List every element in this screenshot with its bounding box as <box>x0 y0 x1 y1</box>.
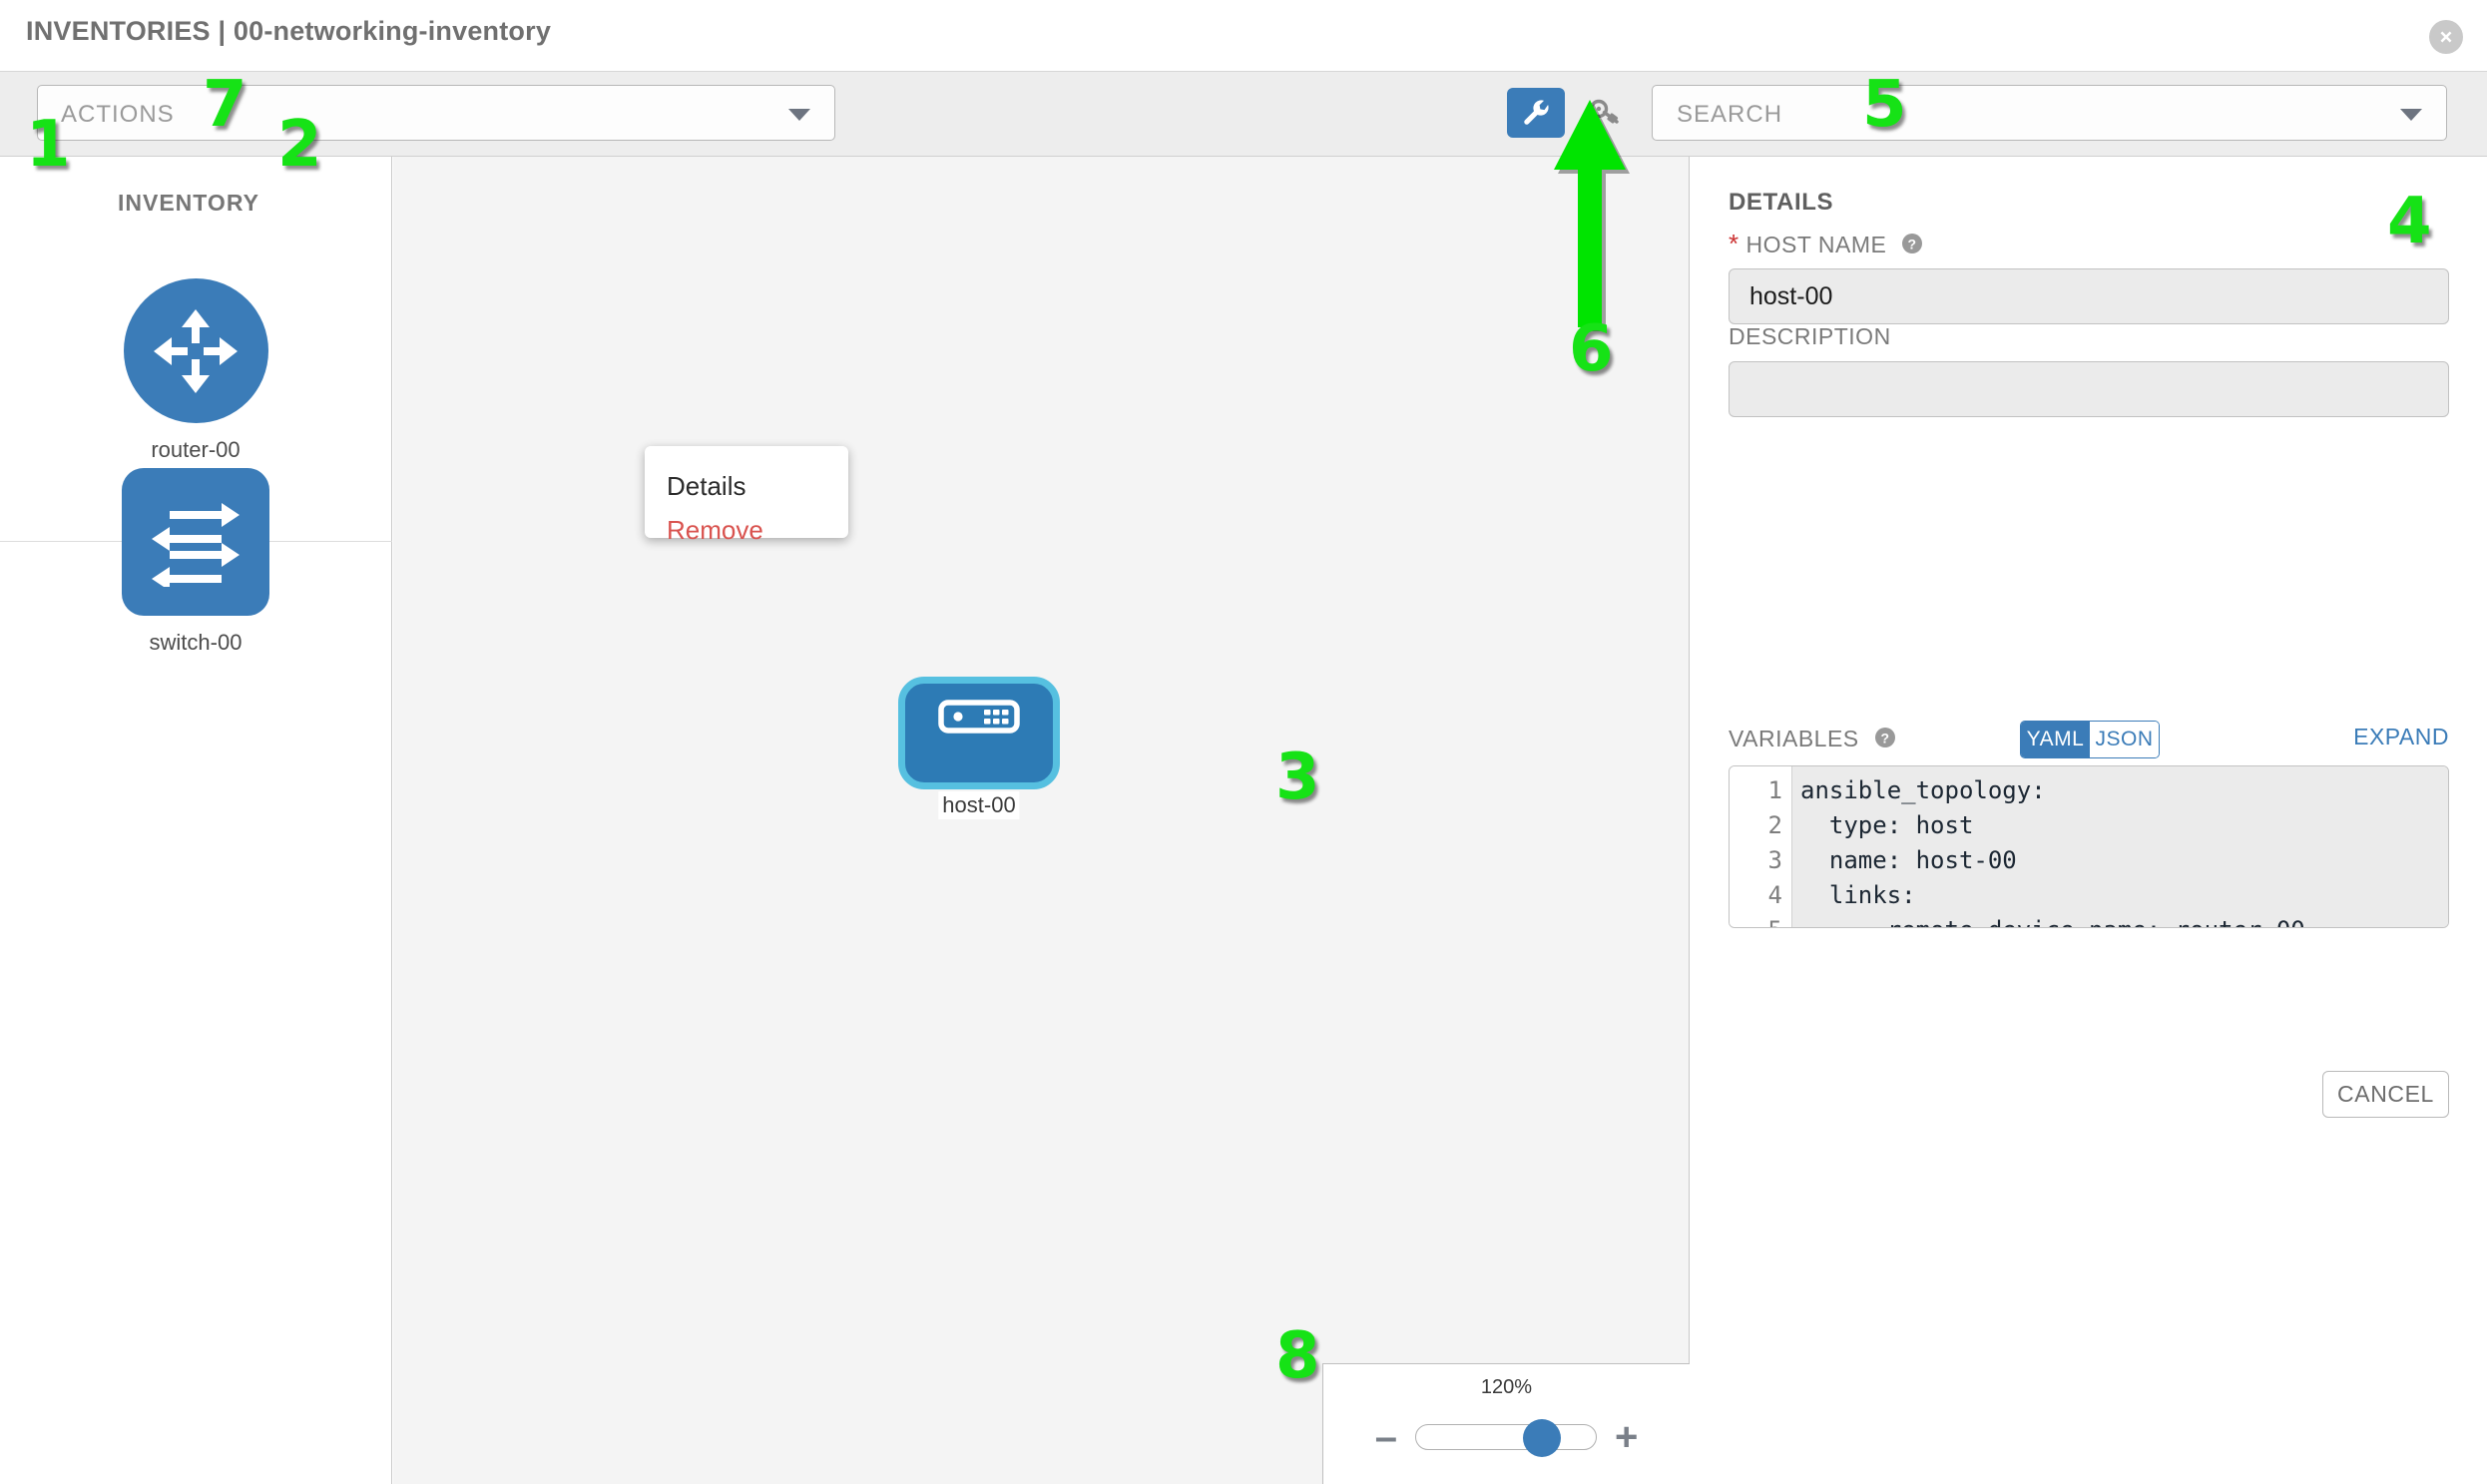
line-number: 1 <box>1767 776 1782 804</box>
code-line: type: host <box>1800 811 1974 839</box>
zoom-in-button[interactable]: + <box>1614 1415 1639 1459</box>
sidebar-item-label: switch-00 <box>149 630 243 655</box>
format-option-json[interactable]: JSON <box>2090 722 2159 757</box>
zoom-level-label: 120% <box>1480 1376 1533 1398</box>
canvas-node-label: host-00 <box>938 791 1020 819</box>
code-line-numbers: 1 2 3 4 5 6 7 <box>1730 766 1791 927</box>
line-number: 5 <box>1730 913 1791 927</box>
description-field[interactable] <box>1729 361 2449 417</box>
context-menu-item-remove[interactable]: Remove <box>667 515 763 545</box>
inventory-sidebar: INVENTORY router-00 <box>0 157 392 1484</box>
router-icon <box>123 278 268 423</box>
code-line: name: host-00 <box>1800 846 2017 874</box>
host-name-label: * HOST NAME ? <box>1729 229 1923 260</box>
zoom-slider-row: – + <box>1323 1412 1690 1462</box>
code-line: ansible_topology: <box>1800 776 2046 804</box>
canvas-node-host-00[interactable]: host-00 <box>898 677 1060 819</box>
question-circle-glyph: ? <box>1874 727 1895 747</box>
code-lines[interactable]: ansible_topology: type: host name: host-… <box>1791 766 2448 927</box>
actions-dropdown-label: ACTIONS <box>61 101 175 128</box>
zoom-out-button[interactable]: – <box>1374 1415 1397 1459</box>
chevron-down-icon <box>788 109 810 121</box>
inventory-panel-title: INVENTORY <box>118 190 259 216</box>
details-panel: DETAILS * HOST NAME ? host-00 DESCRIPTIO… <box>1691 157 2487 1484</box>
description-label: DESCRIPTION <box>1729 323 1891 349</box>
key-glyph <box>1589 99 1619 124</box>
svg-text:?: ? <box>1880 730 1889 745</box>
key-icon[interactable] <box>1577 88 1633 138</box>
details-panel-title: DETAILS <box>1729 189 1834 216</box>
chevron-down-icon <box>2400 109 2422 121</box>
zoom-slider-thumb[interactable] <box>1522 1419 1561 1457</box>
variables-code-editor[interactable]: 1 2 3 4 5 6 7 ansible_topology: type: ho… <box>1729 765 2449 928</box>
server-host-icon <box>938 700 1020 734</box>
sidebar-item-switch-00[interactable]: switch-00 <box>96 468 295 656</box>
switch-icon <box>122 468 269 616</box>
code-line: - remote_device_name: router-00 <box>1800 913 2448 927</box>
node-context-menu: Details Remove <box>645 446 848 545</box>
window-titlebar: INVENTORIES | 00-networking-inventory <box>0 0 2487 72</box>
question-circle-icon[interactable]: ? <box>1901 233 1923 260</box>
zoom-slider[interactable] <box>1414 1419 1597 1457</box>
variables-label-text: VARIABLES <box>1729 726 1859 751</box>
router-glyph <box>154 308 238 393</box>
question-circle-glyph: ? <box>1902 233 1923 253</box>
code-line: links: <box>1800 881 1916 909</box>
host-name-label-text: HOST NAME <box>1745 232 1887 257</box>
cancel-button[interactable]: CANCEL <box>2322 1071 2449 1118</box>
variables-format-toggle[interactable]: YAML JSON <box>2020 721 2160 758</box>
line-number: 4 <box>1767 881 1782 909</box>
actions-dropdown[interactable]: ACTIONS <box>37 85 835 141</box>
switch-glyph <box>152 503 240 587</box>
search-placeholder-label: SEARCH <box>1677 101 1783 128</box>
close-x-glyph <box>2440 31 2452 43</box>
sidebar-item-label: router-00 <box>151 437 241 462</box>
page-title: INVENTORIES | 00-networking-inventory <box>26 16 552 46</box>
format-option-yaml[interactable]: YAML <box>2021 722 2090 757</box>
required-marker: * <box>1729 229 1740 258</box>
search-input[interactable]: SEARCH <box>1652 85 2447 141</box>
zoom-control-panel: 120% – + <box>1322 1363 1690 1484</box>
sidebar-item-router-00[interactable]: router-00 <box>96 278 295 463</box>
host-name-field[interactable]: host-00 <box>1729 268 2449 324</box>
wrench-glyph <box>1524 100 1549 125</box>
question-circle-icon[interactable]: ? <box>1874 727 1896 754</box>
node-box[interactable] <box>898 677 1060 789</box>
svg-text:?: ? <box>1908 236 1917 251</box>
topology-canvas[interactable]: host-00 Details Remove <box>393 157 1690 1484</box>
line-number: 3 <box>1767 846 1782 874</box>
wrench-icon[interactable] <box>1507 88 1565 138</box>
close-icon[interactable] <box>2429 20 2463 54</box>
line-number: 2 <box>1767 811 1782 839</box>
expand-link[interactable]: EXPAND <box>2353 724 2449 749</box>
context-menu-item-details[interactable]: Details <box>667 471 746 501</box>
variables-label: VARIABLES ? <box>1729 726 1896 754</box>
